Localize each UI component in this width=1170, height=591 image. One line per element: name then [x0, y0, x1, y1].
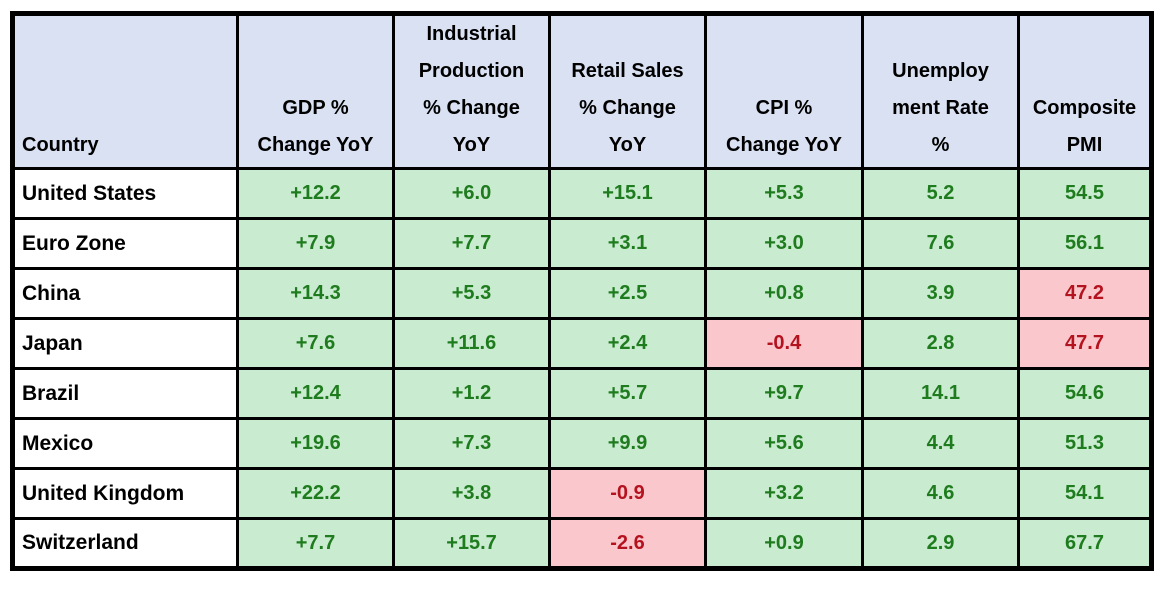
- table-row-switzerland: Switzerland +7.7 +15.7 -2.6 +0.9 2.9 67.7: [11, 517, 1153, 570]
- value-cell-unemployment: 5.2: [861, 167, 1020, 220]
- value-cell-pmi: 54.6: [1017, 367, 1153, 420]
- value-cell-gdp: +7.7: [236, 517, 395, 570]
- value-cell-unemployment: 7.6: [861, 217, 1020, 270]
- col-header-pmi: Composite PMI: [1017, 12, 1153, 170]
- col-header-industrial-production: Industrial Production % Change YoY: [392, 12, 551, 170]
- value-cell-gdp: +7.9: [236, 217, 395, 270]
- country-cell: Switzerland: [11, 517, 239, 570]
- value-cell-pmi: 47.2: [1017, 267, 1153, 320]
- value-cell-industrial-production: +6.0: [392, 167, 551, 220]
- value-cell-retail-sales: -2.6: [548, 517, 707, 570]
- col-header-retail-sales: Retail Sales % Change YoY: [548, 12, 707, 170]
- value-cell-retail-sales: +3.1: [548, 217, 707, 270]
- value-cell-gdp: +19.6: [236, 417, 395, 470]
- country-cell: Euro Zone: [11, 217, 239, 270]
- country-cell: Mexico: [11, 417, 239, 470]
- table-row-united-states: United States +12.2 +6.0 +15.1 +5.3 5.2 54.5: [11, 167, 1153, 220]
- table-row-united-kingdom: United Kingdom +22.2 +3.8 -0.9 +3.2 4.6 54.1: [11, 467, 1153, 520]
- value-cell-pmi: 67.7: [1017, 517, 1153, 570]
- col-header-cpi: CPI % Change YoY: [704, 12, 864, 170]
- value-cell-cpi: +3.2: [704, 467, 864, 520]
- country-cell: Japan: [11, 317, 239, 370]
- value-cell-gdp: +14.3: [236, 267, 395, 320]
- value-cell-retail-sales: +2.5: [548, 267, 707, 320]
- value-cell-cpi: +5.6: [704, 417, 864, 470]
- value-cell-pmi: 51.3: [1017, 417, 1153, 470]
- table-row-mexico: Mexico +19.6 +7.3 +9.9 +5.6 4.4 51.3: [11, 417, 1153, 470]
- value-cell-cpi: +0.9: [704, 517, 864, 570]
- value-cell-unemployment: 2.8: [861, 317, 1020, 370]
- value-cell-retail-sales: -0.9: [548, 467, 707, 520]
- table-row-japan: Japan +7.6 +11.6 +2.4 -0.4 2.8 47.7: [11, 317, 1153, 370]
- value-cell-industrial-production: +7.3: [392, 417, 551, 470]
- value-cell-gdp: +7.6: [236, 317, 395, 370]
- value-cell-cpi: +9.7: [704, 367, 864, 420]
- value-cell-unemployment: 4.4: [861, 417, 1020, 470]
- country-cell: Brazil: [11, 367, 239, 420]
- value-cell-unemployment: 14.1: [861, 367, 1020, 420]
- value-cell-industrial-production: +7.7: [392, 217, 551, 270]
- table-row-china: China +14.3 +5.3 +2.5 +0.8 3.9 47.2: [11, 267, 1153, 320]
- value-cell-cpi: -0.4: [704, 317, 864, 370]
- value-cell-pmi: 54.5: [1017, 167, 1153, 220]
- value-cell-unemployment: 3.9: [861, 267, 1020, 320]
- value-cell-pmi: 54.1: [1017, 467, 1153, 520]
- value-cell-retail-sales: +5.7: [548, 367, 707, 420]
- table-row-euro-zone: Euro Zone +7.9 +7.7 +3.1 +3.0 7.6 56.1: [11, 217, 1153, 270]
- value-cell-cpi: +3.0: [704, 217, 864, 270]
- value-cell-cpi: +0.8: [704, 267, 864, 320]
- value-cell-industrial-production: +11.6: [392, 317, 551, 370]
- value-cell-retail-sales: +2.4: [548, 317, 707, 370]
- value-cell-industrial-production: +1.2: [392, 367, 551, 420]
- col-header-gdp: GDP % Change YoY: [236, 12, 395, 170]
- value-cell-industrial-production: +3.8: [392, 467, 551, 520]
- country-cell: United States: [11, 167, 239, 220]
- value-cell-pmi: 47.7: [1017, 317, 1153, 370]
- value-cell-cpi: +5.3: [704, 167, 864, 220]
- value-cell-industrial-production: +5.3: [392, 267, 551, 320]
- economic-indicators-table-container: Country GDP % Change YoY Industrial Produc…: [10, 11, 1154, 571]
- value-cell-unemployment: 4.6: [861, 467, 1020, 520]
- economic-indicators-table: Country GDP % Change YoY Industrial Produc…: [10, 11, 1154, 571]
- value-cell-gdp: +12.4: [236, 367, 395, 420]
- country-cell: United Kingdom: [11, 467, 239, 520]
- header-row: Country GDP % Change YoY Industrial Produc…: [11, 12, 1153, 170]
- table-row-brazil: Brazil +12.4 +1.2 +5.7 +9.7 14.1 54.6: [11, 367, 1153, 420]
- value-cell-retail-sales: +9.9: [548, 417, 707, 470]
- country-cell: China: [11, 267, 239, 320]
- value-cell-industrial-production: +15.7: [392, 517, 551, 570]
- value-cell-gdp: +22.2: [236, 467, 395, 520]
- value-cell-retail-sales: +15.1: [548, 167, 707, 220]
- col-header-country: Country: [11, 12, 239, 170]
- value-cell-pmi: 56.1: [1017, 217, 1153, 270]
- col-header-unemployment: Unemploy ment Rate %: [861, 12, 1020, 170]
- value-cell-gdp: +12.2: [236, 167, 395, 220]
- value-cell-unemployment: 2.9: [861, 517, 1020, 570]
